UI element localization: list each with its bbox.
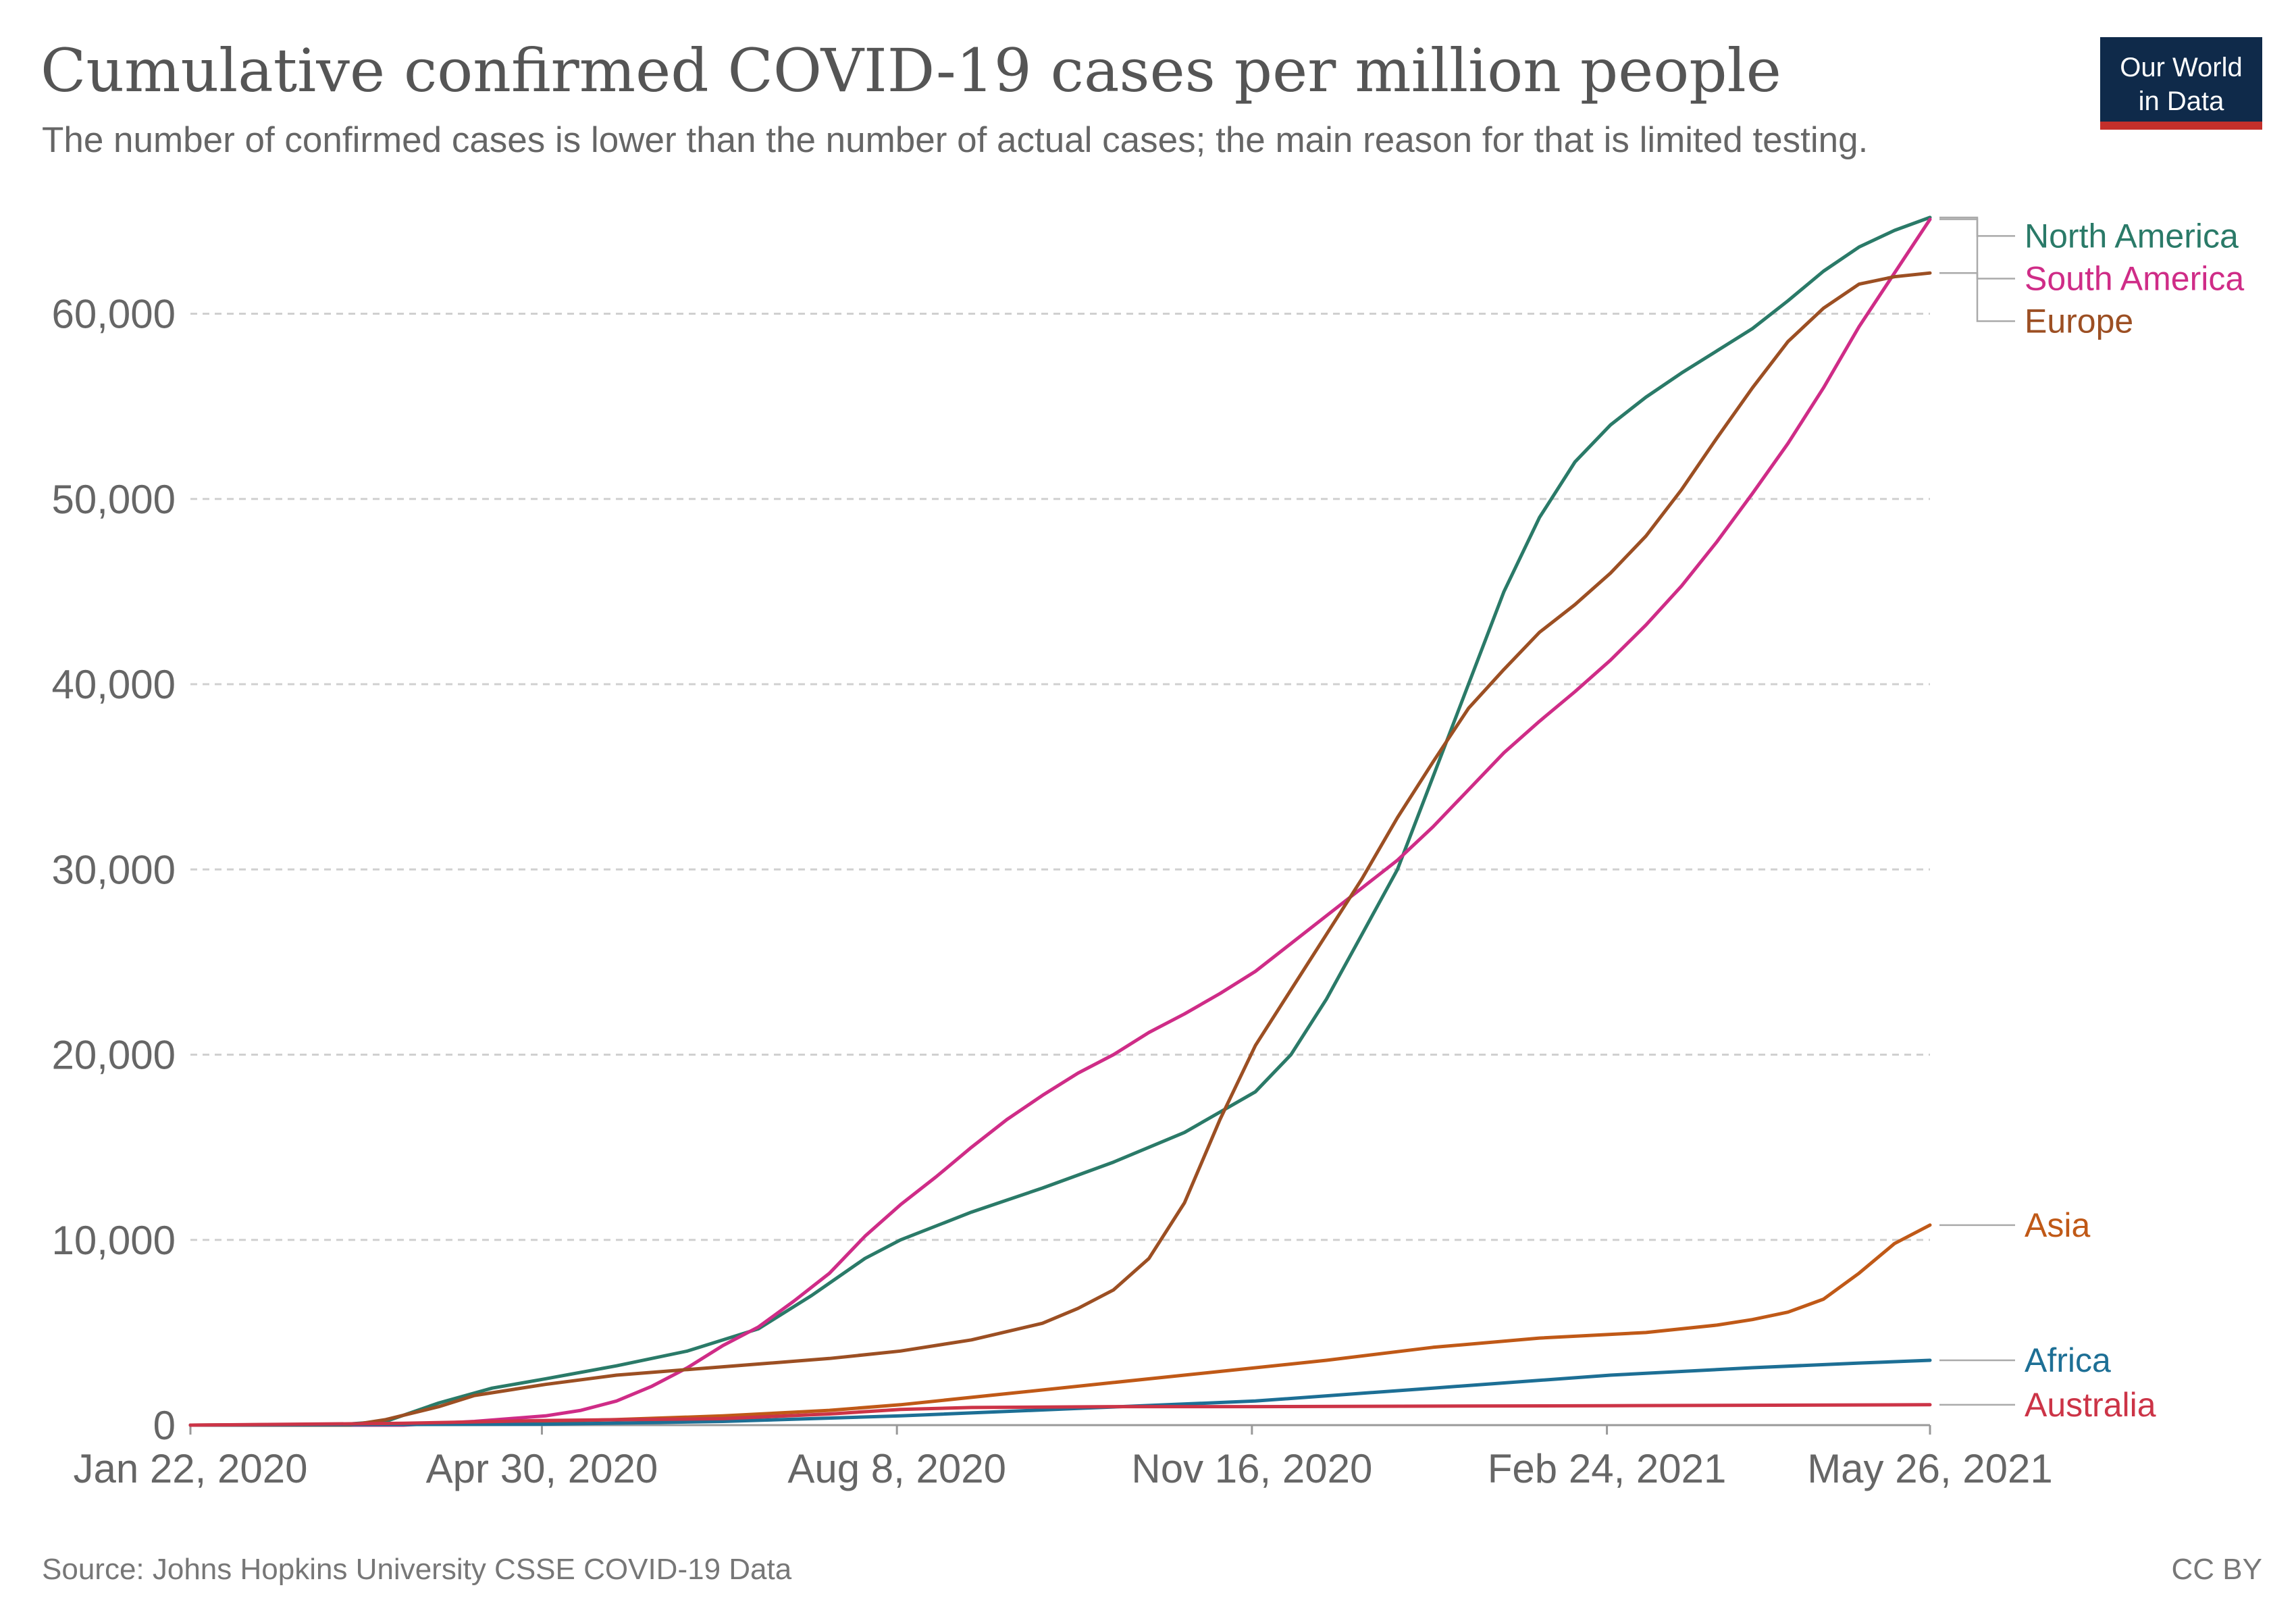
chart-subtitle: The number of confirmed cases is lower t… [42,120,1868,160]
series-label-north-america: North America [2025,217,2239,255]
series-label-australia: Australia [2025,1386,2156,1424]
series-label-south-america: South America [2025,259,2244,297]
chart-title: Cumulative confirmed COVID-19 cases per … [41,36,1781,105]
label-connector-europe [1939,272,2015,322]
source-note: Source: Johns Hopkins University CSSE CO… [42,1553,792,1586]
series-line-europe [188,271,1932,1427]
logo-line-2: in Data [2139,86,2224,116]
x-tick-label: Apr 30, 2020 [426,1446,658,1491]
series-group [188,215,1932,1427]
y-tick-label: 20,000 [51,1033,176,1078]
gridlines [190,313,1930,1241]
y-tick-label: 40,000 [51,662,176,707]
series-line-australia [188,1403,1932,1427]
y-tick-label: 60,000 [51,292,176,337]
legend-labels: North America South America Europe Asia Afri… [1939,216,2244,1424]
series-label-europe: Europe [2025,303,2133,340]
series-line-africa [188,1358,1932,1427]
series-line-north-america [188,215,1932,1427]
y-tick-label: 0 [153,1403,176,1448]
series-line-asia [188,1223,1932,1427]
license-badge: CC BY [2172,1553,2262,1586]
series-label-asia: Asia [2025,1206,2090,1244]
x-tick-label: May 26, 2021 [1807,1446,2053,1491]
y-tick-label: 30,000 [51,847,176,892]
series-line-south-america [188,217,1932,1427]
x-tick-label: Aug 8, 2020 [787,1446,1006,1491]
label-connector-south-america [1939,218,2015,280]
series-label-africa: Africa [2025,1341,2111,1379]
y-tick-label: 10,000 [51,1218,176,1263]
x-tick-label: Nov 16, 2020 [1131,1446,1372,1491]
y-axis: 0 10,000 20,000 30,000 40,000 50,000 60,000 [51,292,176,1448]
logo-line-1: Our World [2120,53,2243,82]
x-axis: Jan 22, 2020 Apr 30, 2020 Aug 8, 2020 Nov 1… [74,1424,2053,1491]
y-tick-label: 50,000 [51,477,176,522]
owid-logo: Our World in Data [2100,37,2262,130]
x-tick-label: Jan 22, 2020 [74,1446,308,1491]
x-tick-label: Feb 24, 2021 [1488,1446,1727,1491]
